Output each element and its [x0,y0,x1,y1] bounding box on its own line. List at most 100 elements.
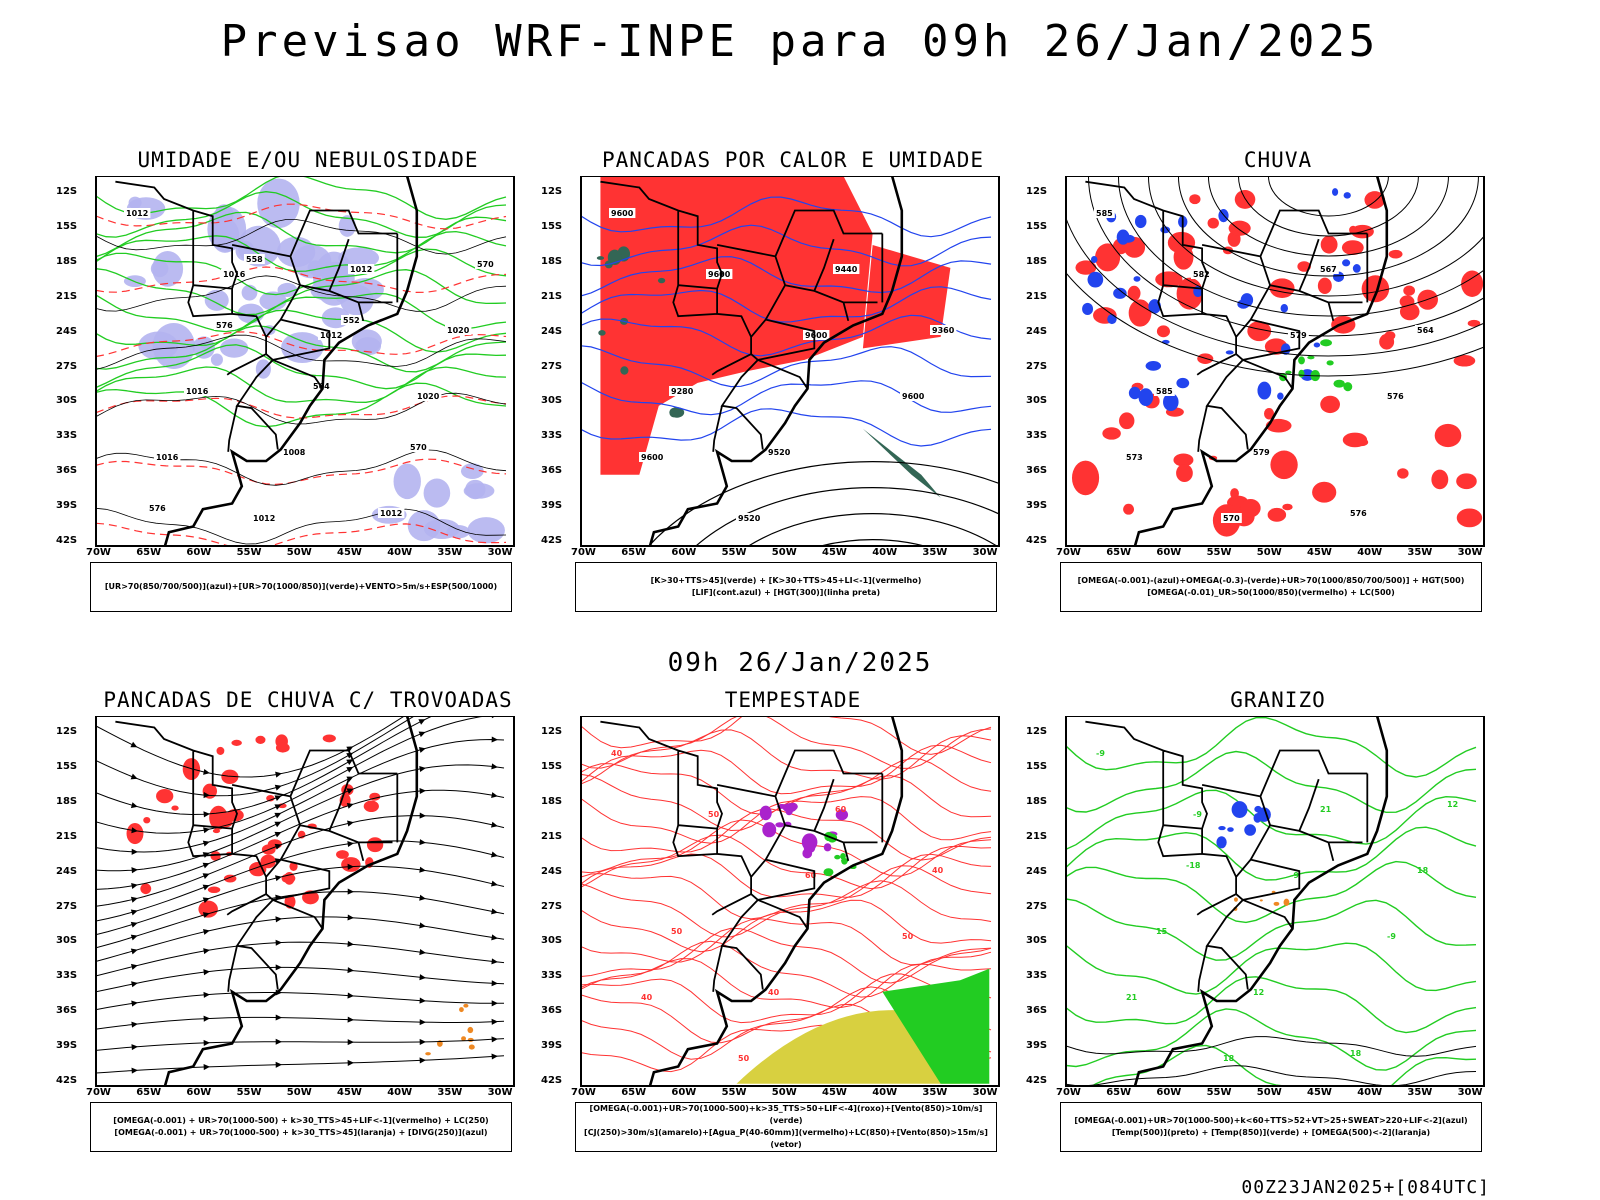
humidity-contour [96,230,507,272]
strong-omega-area [1298,356,1305,365]
latitude-tick-label: 42S [56,1075,78,1086]
humidity-shade [263,325,276,336]
contour-label-bg [348,264,375,274]
contour-label: 40 [932,866,944,875]
omega-humidity-area [1456,508,1483,528]
omega-humidity-area [1156,325,1170,338]
contour-label: 585 [1156,387,1173,396]
temp850-contour [1090,1044,1477,1086]
contour-label: 567 [1320,265,1337,274]
streamline-arrow [491,880,498,887]
legend-tempestade: [OMEGA(-0.001)+UR>70(1000-500)+k>35_TTS>… [575,1102,997,1152]
severe-storm-area [762,822,777,838]
contour-label: 564 [1417,326,1434,335]
contour-label: 1012 [380,509,402,518]
strong-omega-area [1320,339,1332,347]
map-frame [1065,716,1485,1087]
latitude-tick-label: 33S [56,970,78,982]
streamline-arrow [131,882,138,889]
thunderstorm-area [207,886,221,894]
divergence-area [463,1003,469,1008]
thunderstorm-area [341,857,361,872]
humidity-shade [259,291,287,311]
streamline-arrow [274,821,282,828]
divergence-area [461,1036,466,1041]
longitude-tick-label: 30W [487,547,513,558]
streamline-arrow [491,763,498,770]
severe-storm-area [835,809,849,821]
contour-label-bg [1191,269,1212,279]
omega-humidity-area [1361,275,1390,303]
latitude-tick-label: 24S [1026,865,1048,877]
omega-area [1257,381,1272,400]
longitude-tick-label: 60W [186,1087,212,1098]
omega-area [1342,259,1351,267]
contour-label: 1020 [417,392,440,401]
contour-label-bg [1221,513,1242,523]
run-info-footer: 00Z23JAN2025+[084UTC] [1241,1177,1490,1198]
panel-title: PANCADAS POR CALOR E UMIDADE [601,148,984,172]
contour-label: 40 [611,749,623,758]
contour-label-bg [1415,325,1436,335]
streamline-arrow [274,831,282,838]
legend-pancadas-calor: [K>30+TTS>45](verde) + [K>30+TTS>45+LI<-… [575,562,997,612]
legend-line: [OMEGA(-0.001)+UR>70(1000-500)+k<60+TTS>… [1074,1116,1468,1125]
temp850-contour [1066,976,1477,1034]
panel-tempestade: TEMPESTADE 40 50 60 50 40 50 60 40 50 40 12S 15S 18S… [541,688,1013,1152]
streamline-250 [96,840,505,922]
pwat-contour [581,729,992,785]
longitude-tick-label: 60W [186,547,212,558]
latitude-tick-label: 24S [56,865,78,877]
divergence-area [459,1007,464,1013]
omega-humidity-area [1189,194,1201,205]
contour-label: 9440 [835,265,858,274]
map-frame [580,176,1000,547]
latitude-tick-label: 33S [541,430,563,442]
omega-area [1138,388,1154,407]
contour-label: 558 [246,255,263,264]
map-pancadas-calor: 9600 9600 9600 9600 9600 9520 9440 9360 9280 9520… [541,176,1013,558]
humidity-shade [192,336,215,359]
humidity-contour [96,248,507,296]
omega-humidity-area [1349,225,1358,235]
longitude-tick-label: 50W [286,1087,312,1098]
omega-humidity-area [1397,468,1409,479]
contour-label-bg [214,320,235,330]
map-layers: -9 -9 -9 -9 21 18 21 18 15 12 18 12 -18 [1066,716,1477,1086]
hgt500-contour [1237,176,1419,237]
temp850-contour [1066,717,1477,778]
temp850-contour [1066,826,1477,881]
streamline-arrow [347,1059,354,1066]
latitude-tick-label: 39S [541,1040,563,1052]
longitude-tick-label: 40W [387,1087,413,1098]
streamline-arrow [130,773,138,780]
latitude-tick-label: 33S [56,430,78,442]
severe-storm-area [759,805,772,821]
thickness-contour [96,331,507,358]
streamline-arrow [203,1015,210,1022]
omega-area [1107,314,1117,325]
streamline-250 [96,716,416,797]
humidity-shade [150,260,169,278]
streamline-arrow [130,741,138,748]
streamline-arrow [347,863,354,870]
omega-humidity-area [1095,243,1121,272]
omega-area [1218,209,1229,223]
omega-humidity-area [1155,271,1183,288]
temp850-contour [1066,750,1477,814]
longitude-tick-label: 45W [822,547,847,558]
map-svg: 40 50 60 50 40 50 60 40 50 40 [580,716,1000,1087]
hail-area [1231,801,1248,818]
longitude-tick-label: 40W [387,547,413,558]
thunderstorm-area [171,805,179,811]
streamline-arrow [202,862,210,869]
pwat-contour [581,716,992,769]
map-chuva: 585 582 579 576 573 570 567 564 585 579 576 12S 15S 1… [1026,176,1498,558]
streamline-arrow [275,1014,282,1021]
latitude-tick-label: 30S [1026,935,1048,947]
contour-label-bg [408,442,429,452]
longitude-tick-label: 60W [1156,1087,1182,1098]
omega-area [1134,214,1147,229]
omega-humidity-area [1461,270,1484,297]
omega-area [1352,264,1361,273]
